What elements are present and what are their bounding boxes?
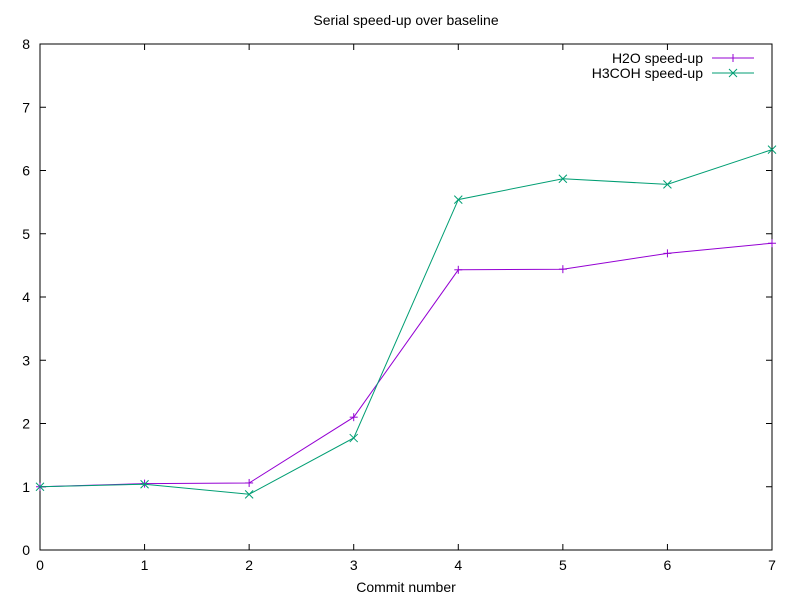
y-tick-label: 0 bbox=[22, 542, 30, 558]
x-axis: 0 1 2 3 4 5 6 7 bbox=[36, 44, 776, 573]
legend-marker-1-d2 bbox=[728, 68, 738, 78]
series-layer bbox=[35, 145, 777, 499]
legend-marker-0 bbox=[729, 54, 737, 62]
plot-frame bbox=[39, 43, 773, 551]
x-tick-label: 5 bbox=[559, 557, 567, 573]
x-axis-label: Commit number bbox=[356, 579, 456, 595]
data-point-s1-2-d2 bbox=[244, 489, 254, 499]
data-point-s0-3 bbox=[349, 413, 358, 422]
y-tick-label: 8 bbox=[22, 36, 30, 52]
x-tick-label: 4 bbox=[454, 557, 462, 573]
data-point-s1-7 bbox=[767, 145, 777, 154]
data-point-s1-4-d2 bbox=[453, 195, 463, 204]
x-tick-label: 3 bbox=[350, 557, 358, 573]
chart-title: Serial speed-up over baseline bbox=[313, 12, 498, 28]
data-point-s0-6 bbox=[663, 249, 672, 258]
y-tick-label: 4 bbox=[22, 289, 30, 305]
x-tick-label: 0 bbox=[36, 557, 44, 573]
data-point-s1-2 bbox=[244, 489, 254, 499]
data-point-s0-5 bbox=[558, 265, 567, 274]
data-point-s1-0-d2 bbox=[35, 482, 45, 492]
data-point-s0-2 bbox=[245, 478, 254, 487]
y-tick-label: 1 bbox=[22, 479, 30, 495]
series-line-1 bbox=[39, 149, 773, 495]
y-tick-label: 5 bbox=[22, 226, 30, 242]
y-tick-label: 3 bbox=[22, 352, 30, 368]
data-point-s1-0 bbox=[35, 482, 45, 492]
legend-label-0: H2O speed-up bbox=[612, 50, 703, 66]
data-point-s1-5 bbox=[558, 174, 568, 184]
data-point-s1-1 bbox=[140, 479, 149, 489]
x-tick-label: 1 bbox=[141, 557, 149, 573]
data-point-s1-6 bbox=[663, 180, 672, 189]
data-point-s0-4 bbox=[454, 265, 463, 274]
x-tick-label: 6 bbox=[664, 557, 672, 573]
x-tick-label: 7 bbox=[768, 557, 776, 573]
y-tick-label: 6 bbox=[22, 163, 30, 179]
y-tick-label: 7 bbox=[22, 99, 30, 115]
data-point-s1-3-d2 bbox=[349, 433, 359, 443]
series-line-0 bbox=[39, 242, 773, 488]
legend-label-1: H3COH speed-up bbox=[592, 65, 703, 81]
data-point-s1-3 bbox=[349, 433, 359, 443]
y-tick-label: 2 bbox=[22, 416, 30, 432]
data-point-s1-6-d2 bbox=[663, 180, 672, 189]
x-tick-label: 2 bbox=[245, 557, 253, 573]
data-point-s1-5-d2 bbox=[558, 174, 568, 184]
data-point-s1-4 bbox=[453, 195, 463, 204]
data-point-s1-1-d2 bbox=[140, 479, 149, 489]
data-point-s0-7 bbox=[768, 239, 776, 248]
legend-marker-1 bbox=[728, 68, 738, 78]
y-axis: 0 1 2 3 4 5 6 7 8 bbox=[22, 36, 772, 558]
data-point-s1-7-d2 bbox=[767, 145, 777, 154]
